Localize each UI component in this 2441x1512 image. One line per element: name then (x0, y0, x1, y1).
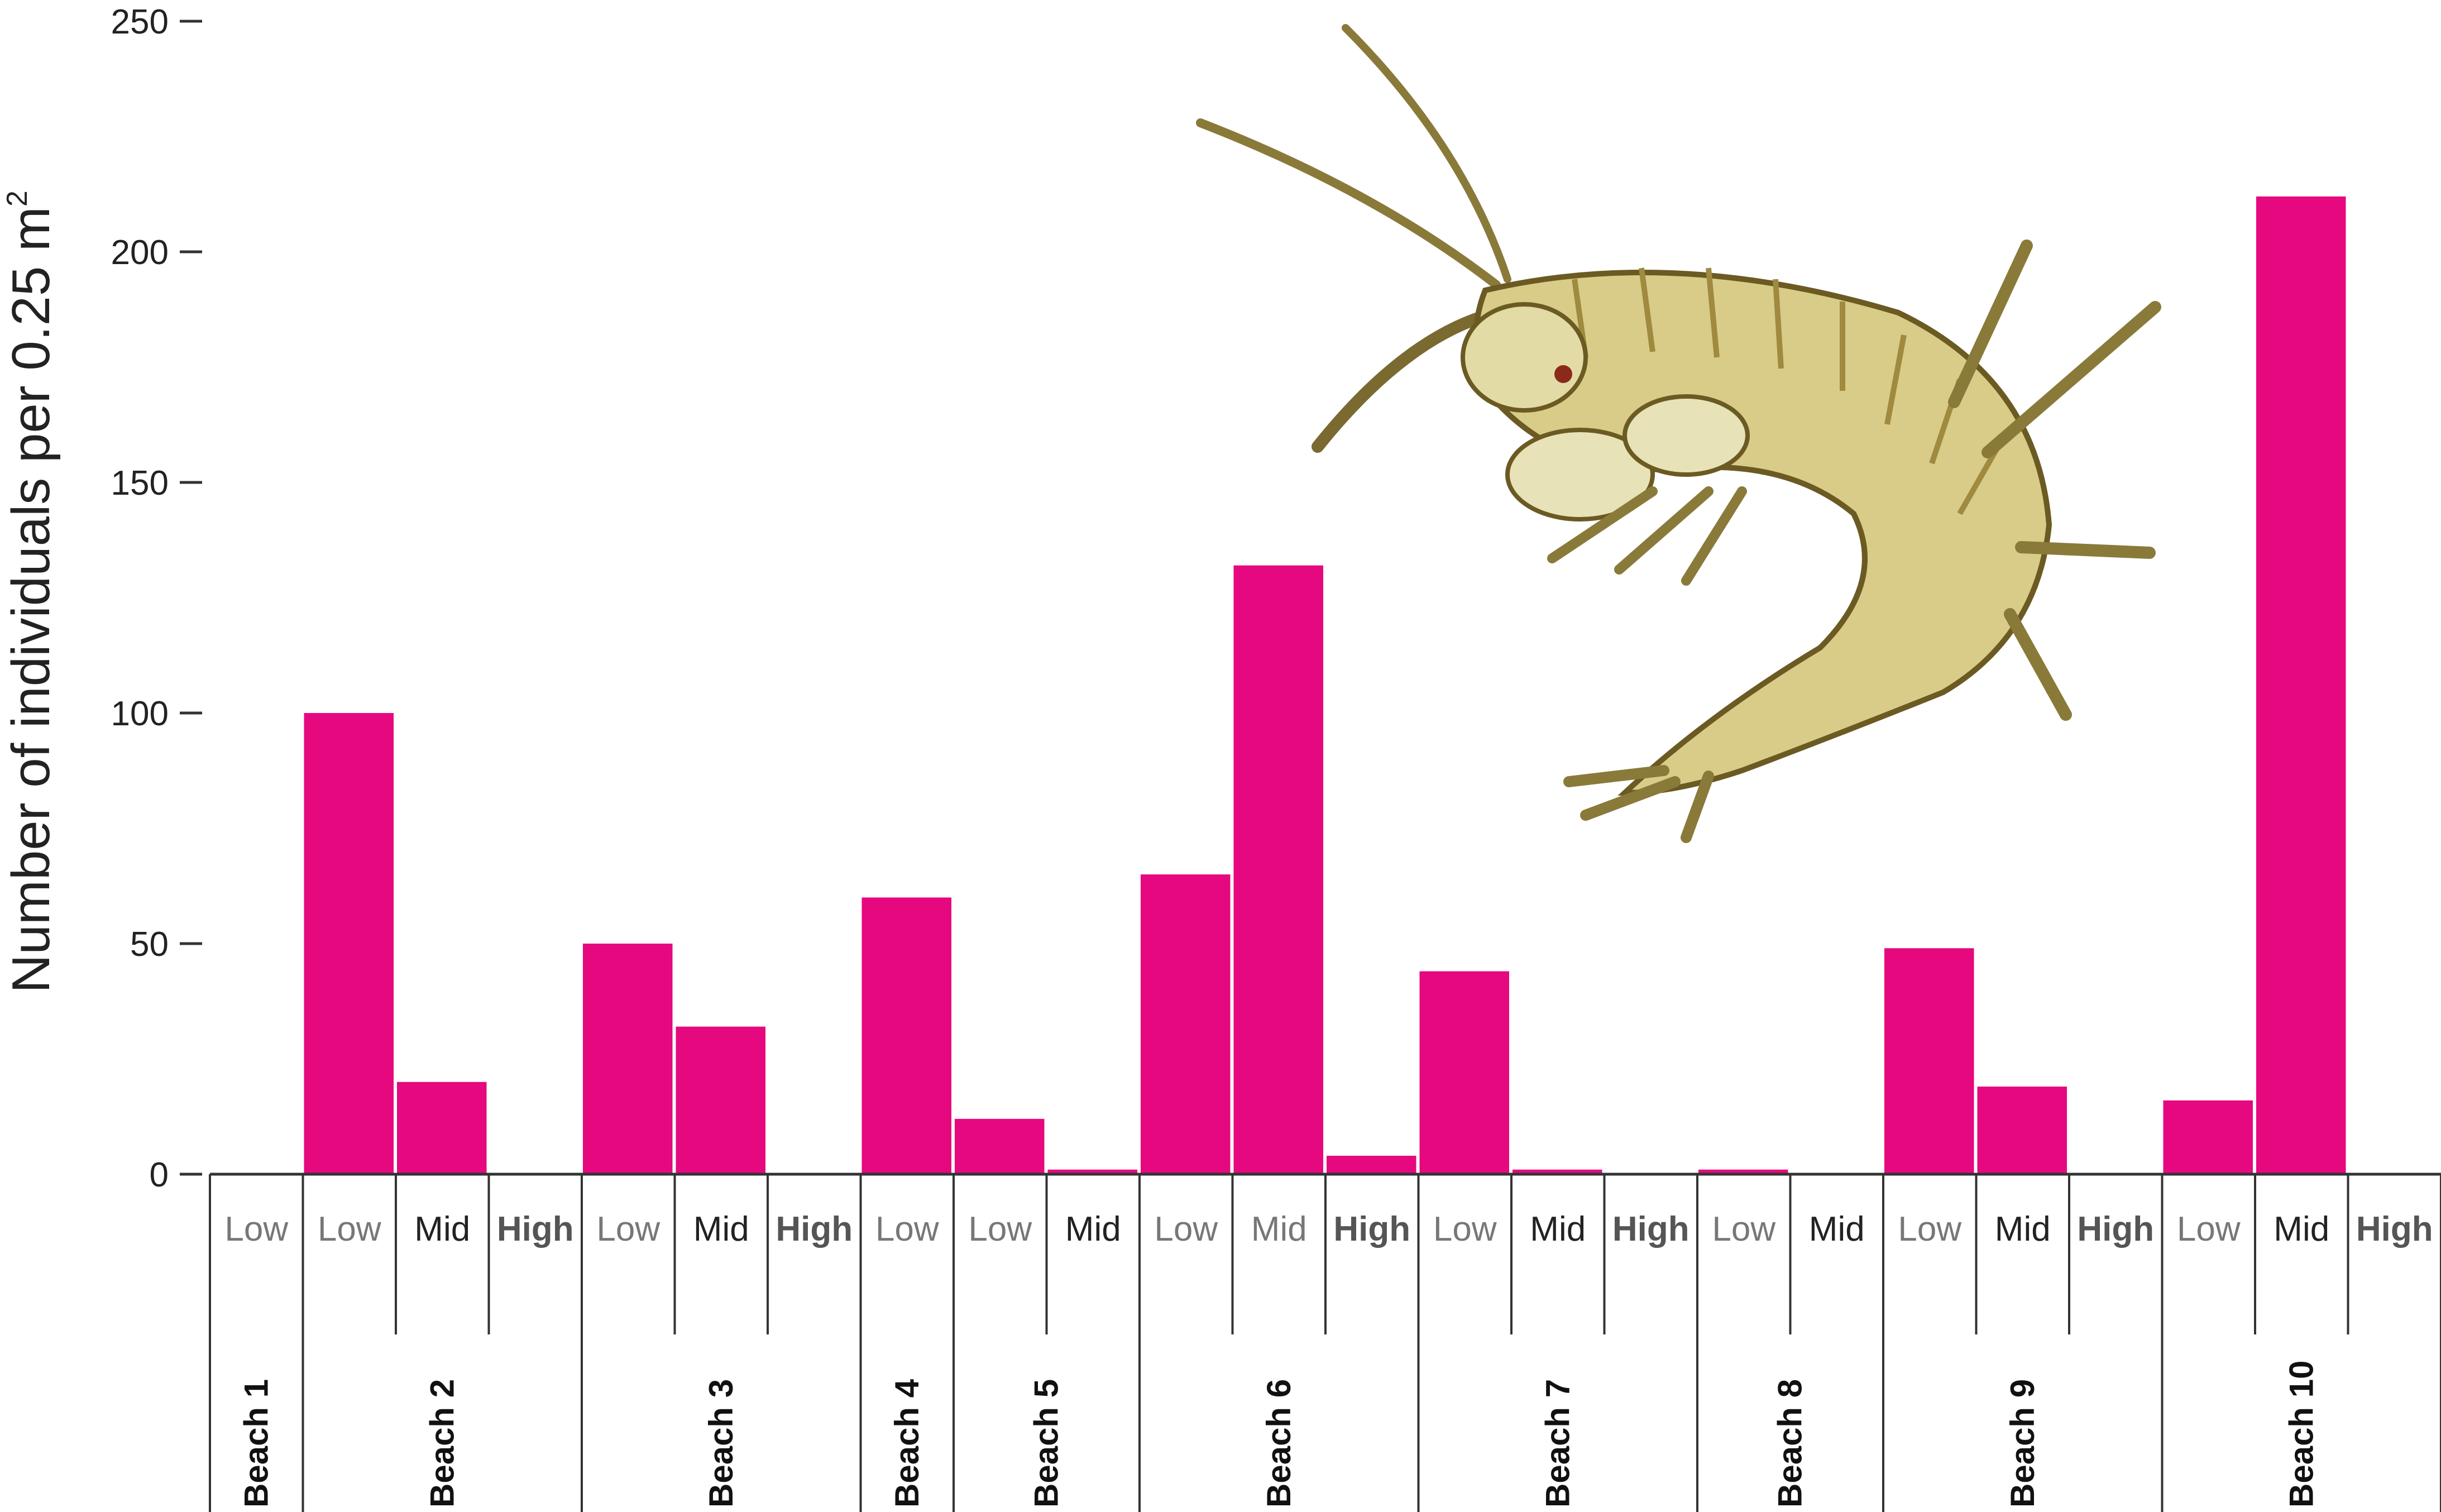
zone-label: Mid (414, 1210, 470, 1248)
zone-label: Mid (1530, 1210, 1586, 1248)
bar-beach-3-low (583, 944, 673, 1174)
y-tick-label: 0 (150, 1156, 169, 1194)
bar-beach-9-low (1884, 948, 1974, 1174)
y-tick-label: 100 (111, 695, 169, 733)
zone-label: Low (318, 1210, 381, 1248)
zone-label: Mid (1809, 1210, 1865, 1248)
zone-label: Mid (1995, 1210, 2051, 1248)
zone-label: High (2077, 1210, 2154, 1248)
bar-beach-6-high (1327, 1155, 1416, 1174)
beach-label: Beach 5 (1028, 1379, 1065, 1508)
zone-label: Low (1154, 1210, 1218, 1248)
bar-beach-2-mid (397, 1082, 487, 1174)
beach-label: Beach 8 (1772, 1379, 1809, 1508)
bar-beach-2-low (304, 713, 394, 1174)
zone-label: High (1612, 1210, 1689, 1248)
amphipod-icon (1196, 24, 2161, 843)
beach-label: Beach 2 (423, 1379, 461, 1508)
zone-label: Low (875, 1210, 939, 1248)
bar-beach-8-low (1698, 1169, 1788, 1174)
beach-label: Beach 9 (2004, 1379, 2041, 1508)
zone-label: Mid (693, 1210, 749, 1248)
bar-beach-10-mid (2256, 196, 2346, 1174)
y-tick-label: 250 (111, 3, 169, 41)
bar-series (304, 196, 2346, 1175)
beach-label: Beach 3 (702, 1379, 740, 1508)
y-tick-label: 150 (111, 464, 169, 503)
zone-label: Low (1433, 1210, 1497, 1248)
beach-label: Beach 4 (888, 1379, 926, 1508)
y-tick-label: 50 (130, 925, 169, 964)
zone-label: Low (2177, 1210, 2241, 1248)
bar-beach-6-low (1141, 874, 1231, 1174)
beach-label: Beach 1 (237, 1379, 275, 1508)
zone-label: High (776, 1210, 853, 1248)
bar-beach-7-mid (1513, 1169, 1602, 1174)
bar-beach-3-mid (676, 1026, 765, 1174)
zone-label: Mid (1065, 1210, 1121, 1248)
bar-beach-9-mid (1977, 1087, 2067, 1174)
bar-beach-5-low (955, 1118, 1045, 1174)
beach-label: Beach 7 (1539, 1379, 1576, 1508)
beach-label: Beach 6 (1260, 1379, 1298, 1508)
zone-label: Mid (2274, 1210, 2329, 1248)
zone-label: High (2356, 1210, 2433, 1248)
zone-label: Low (968, 1210, 1032, 1248)
bar-beach-7-low (1419, 971, 1509, 1174)
x-axis: Low Beach 1 Low Mid High Beach 2 Low Mid High Bea… (209, 1173, 2441, 1512)
zone-label: Low (596, 1210, 660, 1248)
y-axis-label: Number of individuals per 0.25 m2 (1, 190, 61, 993)
y-tick-label: 200 (111, 233, 169, 272)
zone-label: High (497, 1210, 574, 1248)
bar-beach-10-low (2163, 1100, 2253, 1174)
bar-beach-4-low (861, 897, 951, 1174)
bar-beach-5-mid (1047, 1169, 1137, 1174)
zone-label: Low (1898, 1210, 1961, 1248)
zone-label: Low (224, 1210, 288, 1248)
beach-label: Beach 10 (2282, 1361, 2320, 1508)
zone-label: Mid (1251, 1210, 1307, 1248)
y-axis: 0 50 100 150 200 250 (111, 3, 202, 1194)
bar-beach-6-mid (1233, 565, 1323, 1175)
zone-label: High (1333, 1210, 1410, 1248)
zone-label: Low (1712, 1210, 1775, 1248)
